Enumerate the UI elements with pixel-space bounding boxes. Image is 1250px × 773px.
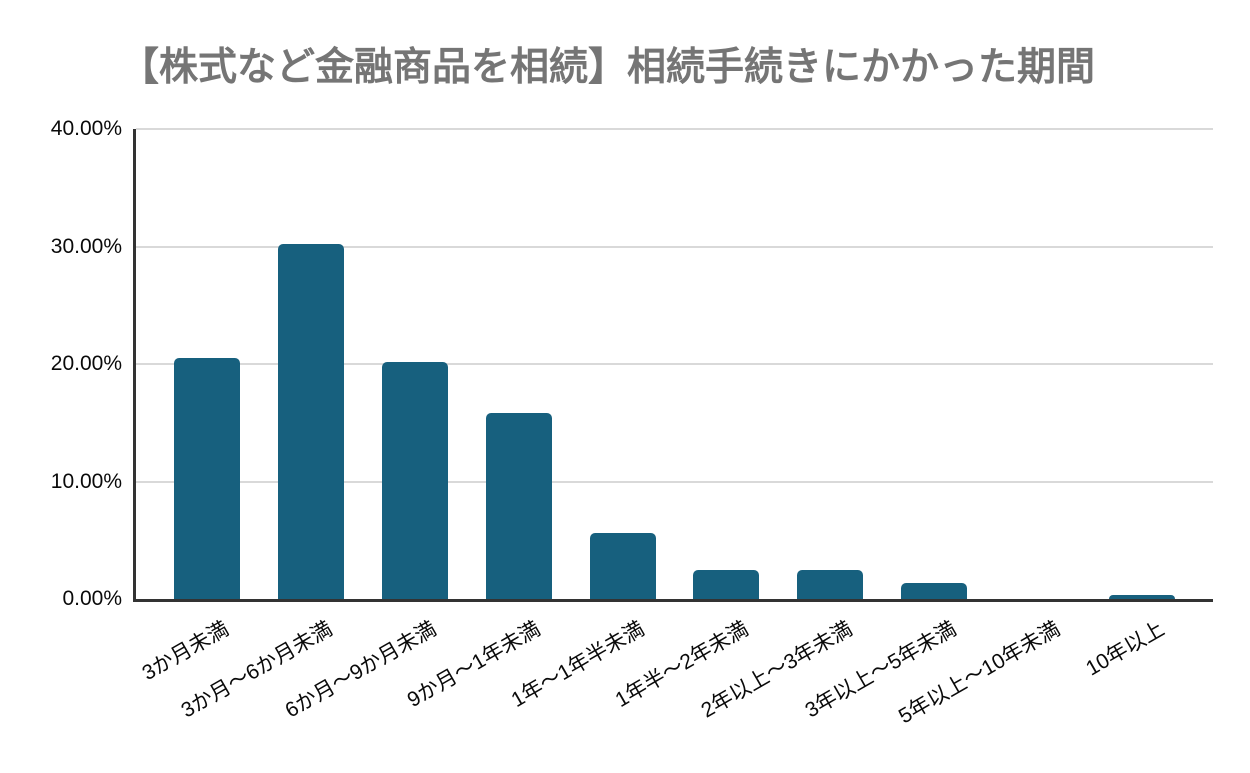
x-tick-label: 10年以上 (1081, 617, 1169, 681)
gridline (136, 480, 1213, 483)
bar-1 (173, 358, 240, 599)
gridline (136, 245, 1213, 248)
bar-3 (381, 361, 448, 599)
y-tick-label: 0.00% (62, 587, 122, 610)
gridline (136, 128, 1213, 130)
y-tick-label: 10.00% (50, 469, 122, 493)
y-tick-label: 40.00% (50, 117, 122, 140)
plot-area (133, 128, 1213, 602)
bar-10 (1109, 595, 1176, 599)
bar-6 (693, 569, 760, 599)
bar-5 (589, 533, 656, 599)
y-axis-labels: 0.00% 10.00% 20.00% 30.00% 40.00% (0, 117, 122, 610)
x-axis-labels: 3か月未満 3か月〜6か月未満 6か月〜9か月未満 9か月〜1年未満 1年〜1年半未満 1… (136, 613, 1213, 773)
chart-title: 【株式など金融商品を相続】相続手続きにかかった期間 (119, 46, 1095, 89)
gridline (136, 363, 1213, 365)
y-tick-label: 20.00% (50, 352, 122, 375)
bar-4 (485, 413, 552, 599)
y-tick-label: 30.00% (50, 234, 122, 258)
bar-8 (901, 582, 968, 599)
bar-7 (797, 569, 864, 599)
bar-2 (277, 244, 344, 599)
